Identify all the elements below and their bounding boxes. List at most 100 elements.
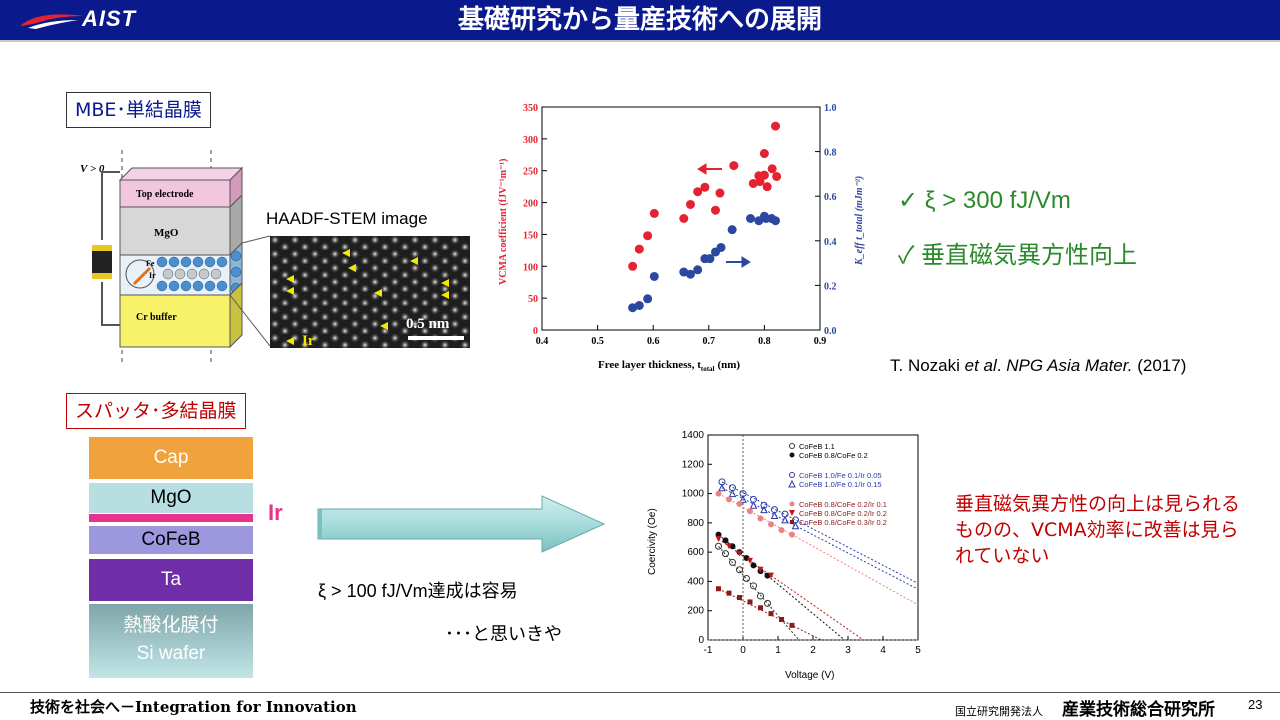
stack-layer-cofeb: CoFeB xyxy=(89,526,253,554)
coer-point xyxy=(739,495,747,503)
vcma-point xyxy=(759,149,769,159)
coer-y-tick-label: 200 xyxy=(687,606,704,617)
vcma-chart: 0.4 0.5 0.6 0.7 0.8 0.9 0 50 100 150 200 250 300 350 0… xyxy=(498,103,865,373)
vcma-point xyxy=(628,261,638,271)
coer-y-tick-label: 1400 xyxy=(682,430,705,441)
coer-point xyxy=(726,496,732,503)
coer-point xyxy=(764,599,771,607)
x-tick-label: 0.9 xyxy=(814,336,827,347)
coer-chart-frame xyxy=(707,434,919,641)
coer-point xyxy=(726,543,732,550)
x-tick-label: 0.6 xyxy=(647,336,660,347)
vcma-point xyxy=(771,121,781,131)
y-left-tick-label: 50 xyxy=(528,294,538,305)
coer-point xyxy=(750,582,757,590)
x-tick-label: 0.4 xyxy=(536,336,549,347)
coer-y-tick-label: 600 xyxy=(687,547,704,558)
layer-mgo: MgO xyxy=(154,227,179,239)
page-number: 23 xyxy=(1248,697,1263,712)
right-arrow-icon xyxy=(317,495,606,553)
sputter-section-label: スパッタ･多結晶膜 xyxy=(66,393,246,429)
y-left-tick-label: 100 xyxy=(523,262,538,273)
x-tick-label: 0.7 xyxy=(703,336,716,347)
scale-bar xyxy=(408,336,464,340)
vcma-point xyxy=(693,187,703,197)
header-divider xyxy=(0,40,1280,42)
legend-label: CoFeB 0.8/CoFe 0.2/Ir 0.1 xyxy=(799,500,887,509)
coer-point xyxy=(726,590,732,596)
y-right-tick-label: 0.2 xyxy=(824,281,837,292)
coer-point xyxy=(778,527,785,534)
keff-point xyxy=(643,294,653,304)
chart-frame xyxy=(541,106,821,331)
coer-point xyxy=(768,572,774,579)
keff-point xyxy=(634,300,644,310)
coer-point xyxy=(728,489,737,498)
coer-point xyxy=(781,515,789,524)
y-left-tick-label: 200 xyxy=(523,199,538,210)
coer-point xyxy=(791,521,800,530)
vcma-point xyxy=(755,177,765,187)
coer-xlabel: Voltage (V) xyxy=(785,670,834,681)
legend-label: CoFeB 0.8/CoFe 0.3/Ir 0.2 xyxy=(799,518,887,527)
y-right-tick-label: 1.0 xyxy=(824,103,837,114)
stack-layer-cap: Cap xyxy=(89,437,253,479)
coer-point xyxy=(716,586,721,592)
aist-logo-icon xyxy=(20,14,84,29)
coer-x-tick-label: 0 xyxy=(740,645,746,656)
coer-point xyxy=(718,483,726,492)
chart-xlabel-sub: total xyxy=(701,365,715,373)
vcma-point xyxy=(762,182,772,192)
vcma-point xyxy=(643,231,653,241)
legend-marker xyxy=(789,452,795,458)
scale-bar-label: 0.5 nm xyxy=(406,316,450,332)
y-left-tick-label: 0 xyxy=(533,326,538,337)
coer-point xyxy=(715,490,722,497)
y-left-tick-label: 150 xyxy=(523,230,538,241)
footer-org-name: 産業技術総合研究所 xyxy=(1062,700,1215,720)
ir-insertion-label: Ir xyxy=(268,500,283,525)
coer-point xyxy=(768,521,774,528)
keff-point xyxy=(716,242,726,252)
y-right-tick-label: 0.0 xyxy=(824,326,837,337)
coer-point xyxy=(747,508,753,515)
coer-y-tick-label: 1200 xyxy=(682,459,705,470)
coer-point xyxy=(770,511,779,520)
y-right-tick-label: 0.4 xyxy=(824,237,837,248)
layer-ir: Ir xyxy=(149,271,156,280)
coer-point xyxy=(760,505,768,514)
coer-point xyxy=(736,566,743,574)
voltage-label: V > 0 xyxy=(80,163,105,175)
legend-label: CoFeB 1.1 xyxy=(799,442,835,451)
legend-marker xyxy=(789,443,795,449)
legend-marker xyxy=(788,479,796,488)
substrate-label-2: Si wafer xyxy=(136,643,206,664)
coer-point xyxy=(736,550,743,557)
legend-label: CoFeB 0.8/CoFe 0.2/Ir 0.2 xyxy=(799,509,887,518)
haadf-caption: HAADF-STEM image xyxy=(266,209,428,228)
coer-point xyxy=(749,501,758,509)
haadf-stem-image: Ir 0.5 nm xyxy=(270,236,470,348)
coer-point xyxy=(757,515,764,522)
coer-point xyxy=(747,557,753,564)
stack-layer-ir xyxy=(89,514,253,522)
coer-point xyxy=(729,558,736,566)
sputter-twist-text: ･･･と思いきや xyxy=(445,624,562,644)
vcma-point xyxy=(649,208,659,218)
page-title: 基礎研究から量産技術への展開 xyxy=(457,5,822,35)
coer-y-tick-label: 0 xyxy=(698,635,704,646)
coer-x-tick-label: 5 xyxy=(915,645,921,656)
coer-point xyxy=(750,562,757,569)
citation-etal: et al xyxy=(964,356,997,375)
vcma-point xyxy=(767,164,777,174)
stack-layer-substrate: 熱酸化膜付 Si wafer xyxy=(89,604,253,678)
mbe-section-label: MBE･単結晶膜 xyxy=(66,92,211,128)
chart-xlabel: Free layer thickness, ttotal (nm) xyxy=(598,359,740,373)
vcma-point xyxy=(759,170,769,180)
legend-label: CoFeB 1.0/Fe 0.1/Ir 0.15 xyxy=(799,480,882,489)
vcma-point xyxy=(634,244,644,254)
result-note: 垂直磁気異方性の向上は見られるものの、VCMA効率に改善は見られていない xyxy=(955,493,1241,567)
coer-x-tick-label: 1 xyxy=(775,645,781,656)
coer-ylabel: Coercivity (Oe) xyxy=(647,508,658,575)
coer-point xyxy=(737,595,742,601)
